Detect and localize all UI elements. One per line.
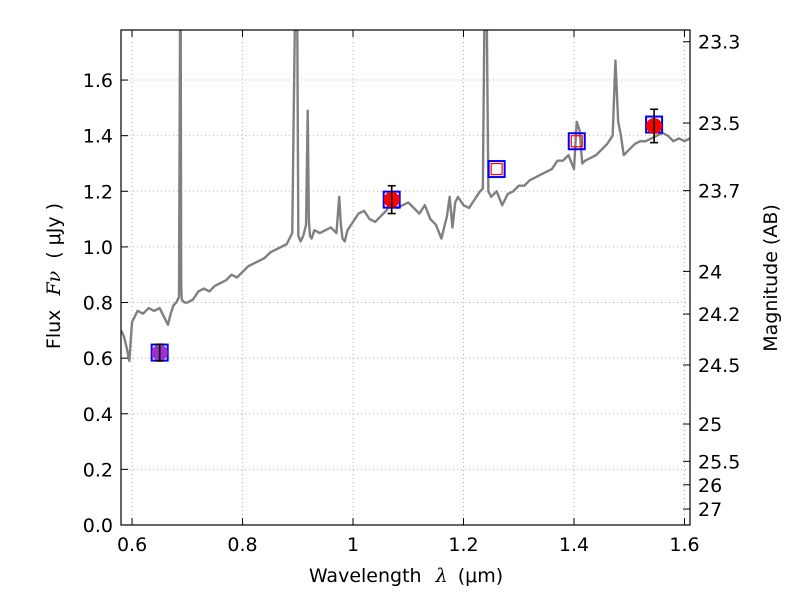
y2-tick-label: 25.5 [698, 451, 740, 473]
x-axis-label-unit: (μm) [458, 565, 503, 587]
model-box-marker [567, 132, 586, 151]
plot-frame [120, 29, 691, 526]
y2-axis-label: Magnitude (AB) [760, 204, 782, 352]
y-tick-label: 1.0 [83, 237, 113, 259]
y2-tick-label: 24.2 [698, 304, 740, 326]
y2-tick-label: 25 [698, 414, 722, 436]
plot-area [121, 30, 690, 363]
x-tick-label: 1 [347, 534, 359, 556]
y2-tick-label: 24 [698, 261, 722, 283]
y-tick-label: 0.0 [83, 515, 113, 537]
y2-tick-label: 23.3 [698, 32, 740, 54]
x-tick-label: 0.6 [117, 534, 147, 556]
x-axis-label: Wavelength λ (μm) [309, 565, 503, 587]
y2-tick-label: 23.7 [698, 181, 740, 203]
y-axis-ticks: 0.0 0.2 0.4 0.6 0.8 1.0 1.2 1.4 1.6 [83, 70, 128, 537]
y-tick-label: 1.6 [83, 70, 113, 92]
spectrum-line [121, 30, 690, 363]
y-axis-label-text: Flux [43, 310, 65, 350]
x-tick-label: 1.6 [669, 534, 699, 556]
y-tick-label: 0.4 [83, 404, 113, 426]
x-axis-label-symbol: λ [435, 565, 448, 587]
y2-tick-label: 24.5 [698, 355, 740, 377]
y-tick-label: 1.4 [83, 126, 113, 148]
y-tick-label: 0.8 [83, 293, 113, 315]
x-tick-label: 1.2 [448, 534, 478, 556]
x-tick-label: 0.8 [227, 534, 257, 556]
model-box-inner-marker [570, 135, 583, 148]
x-axis-label-text: Wavelength [309, 565, 422, 587]
y2-tick-label: 23.5 [698, 113, 740, 135]
y-tick-label: 0.6 [83, 348, 113, 370]
y-tick-label: 0.2 [83, 459, 113, 481]
y2-tick-label: 27 [698, 499, 722, 521]
y-tick-label: 1.2 [83, 181, 113, 203]
x-tick-label: 1.4 [559, 534, 589, 556]
y-axis-label-unit: ( μJy ) [43, 203, 65, 259]
x-axis-ticks: 0.6 0.8 1 1.2 1.4 1.6 [117, 30, 700, 556]
model-box-marker [487, 160, 506, 179]
y-axis-label-symbol: Fν [43, 270, 65, 296]
grid-lines [121, 30, 690, 526]
y2-tick-label: 26 [698, 475, 722, 497]
model-box-inner-marker [490, 162, 503, 176]
y-axis-label: Flux Fν ( μJy ) [43, 203, 65, 349]
